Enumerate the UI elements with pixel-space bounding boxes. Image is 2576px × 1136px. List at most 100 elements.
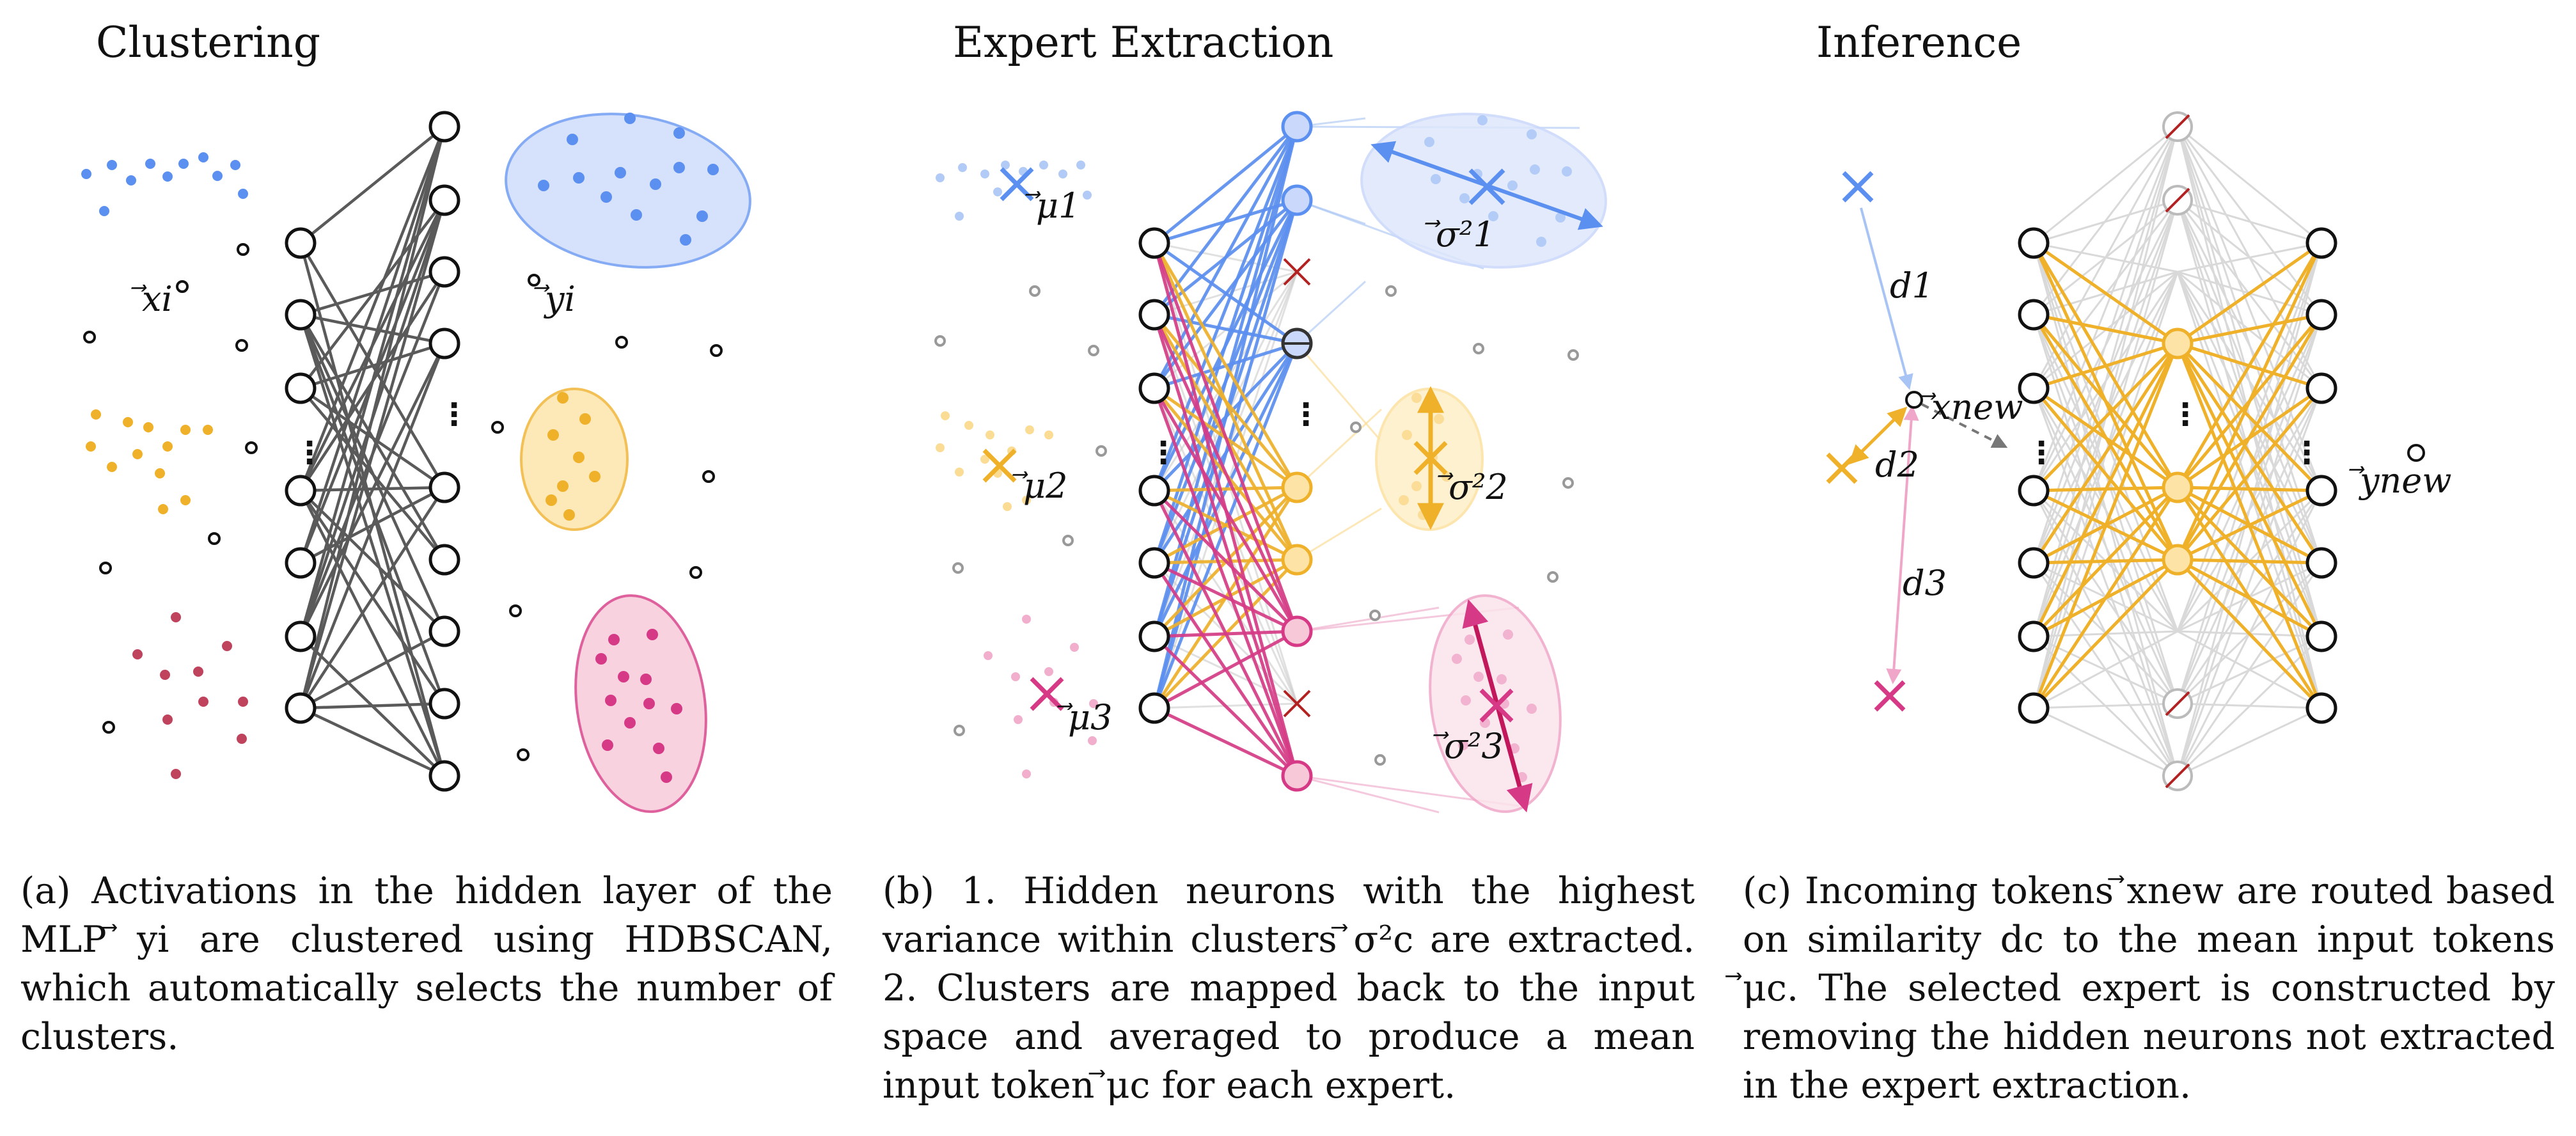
hidden-neuron	[430, 617, 459, 645]
output-neuron	[2307, 229, 2336, 257]
label-mu-1: ⃗μ1	[1036, 185, 1080, 226]
orange-point	[546, 494, 557, 506]
orange-point	[589, 471, 601, 482]
output-neuron	[2307, 477, 2336, 505]
output-neuron	[2307, 374, 2336, 402]
hidden-neuron	[430, 329, 459, 358]
ellipsis-hidden-c: ⋮	[2170, 397, 2201, 432]
orange-point	[203, 425, 213, 435]
cluster-ellipse-blue	[496, 99, 760, 282]
pink-point	[1088, 736, 1097, 745]
hidden-neuron-active	[2164, 329, 2192, 358]
pink-point	[653, 743, 664, 754]
pink-point	[1070, 643, 1079, 652]
pink-point	[671, 703, 682, 714]
hollow-point	[529, 275, 539, 285]
hollow-point	[1474, 344, 1483, 353]
hollow-point	[518, 750, 528, 760]
edge	[1297, 776, 1439, 812]
hidden-neuron	[430, 762, 459, 790]
hollow-point	[691, 567, 701, 578]
blue-point	[955, 212, 964, 221]
orange-point	[1434, 414, 1444, 424]
orange-point	[1399, 495, 1409, 505]
blue-point	[145, 159, 155, 169]
ellipsis-hidden-a: ⋮	[439, 397, 469, 432]
orange-point	[1025, 425, 1034, 434]
label-sigma-3: ⃗σ²3	[1444, 726, 1504, 766]
blue-point	[1536, 237, 1546, 247]
orange-point	[91, 409, 101, 420]
red-point	[237, 734, 247, 744]
pink-point	[1011, 672, 1020, 681]
label-mu-2: ⃗μ2	[1023, 466, 1067, 506]
removed-neuron-icon	[1284, 259, 1310, 285]
pink-point	[1044, 667, 1053, 676]
ellipsis-output-c: ⋮	[2291, 435, 2322, 471]
orange-point	[547, 429, 559, 441]
hidden-neuron	[430, 690, 459, 718]
pink-point	[647, 629, 658, 640]
label-d-3: d3	[1903, 563, 1947, 603]
red-point	[238, 697, 248, 707]
blue-point	[1424, 137, 1434, 147]
orange-point	[936, 443, 945, 452]
blue-point	[1001, 161, 1010, 170]
pink-point	[618, 671, 629, 682]
orange-point	[557, 392, 569, 404]
red-point	[171, 612, 181, 622]
input-neuron	[287, 374, 315, 402]
input-neuron	[2020, 622, 2048, 651]
orange-point	[143, 422, 153, 432]
blue-point	[680, 234, 691, 246]
hollow-point	[617, 337, 627, 347]
edge	[301, 343, 444, 708]
hidden-neuron	[430, 113, 459, 141]
hollow-point	[246, 443, 256, 453]
blue-point	[1527, 129, 1537, 139]
pink-point	[602, 739, 613, 751]
blue-point	[1076, 161, 1085, 170]
orange-point	[158, 504, 168, 514]
pink-point	[1022, 615, 1031, 624]
blue-point	[538, 180, 549, 191]
red-point	[162, 714, 173, 725]
pink-point	[1022, 769, 1031, 778]
orange-point	[180, 495, 191, 505]
hollow-point	[510, 606, 521, 616]
blue-point	[650, 178, 661, 190]
input-neuron	[287, 694, 315, 722]
orange-point	[941, 411, 950, 420]
edge	[2178, 127, 2321, 243]
hollow-point	[84, 332, 95, 342]
blue-point	[1058, 170, 1067, 178]
output-neuron	[2307, 549, 2336, 577]
pink-point	[984, 651, 993, 660]
orange-point	[132, 449, 143, 459]
hollow-point	[492, 422, 503, 432]
orange-point	[1044, 430, 1053, 439]
hollow-point	[1097, 446, 1106, 455]
orange-point	[563, 509, 575, 521]
input-neuron	[1140, 549, 1168, 577]
hollow-point	[1370, 611, 1379, 620]
hollow-point	[1030, 287, 1039, 296]
hidden-neuron-extracted	[1283, 546, 1311, 574]
cluster-ellipse-pink	[562, 587, 719, 821]
orange-point	[1003, 502, 1012, 511]
hidden-neuron	[430, 473, 459, 501]
blue-point	[1039, 161, 1048, 170]
input-neuron	[2020, 694, 2048, 722]
blue-point	[107, 160, 117, 170]
hidden-neuron-active	[2164, 473, 2192, 501]
mean-marker-pink	[1032, 679, 1062, 709]
input-neuron	[287, 477, 315, 505]
label-x-new: ⃗xnew	[1931, 387, 2023, 427]
pink-point	[1527, 704, 1537, 714]
hollow-point	[954, 564, 962, 572]
blue-point	[162, 171, 173, 182]
input-neuron	[1140, 229, 1168, 257]
hollow-point	[1376, 755, 1385, 764]
blue-point	[696, 210, 708, 222]
blue-point	[615, 167, 626, 178]
